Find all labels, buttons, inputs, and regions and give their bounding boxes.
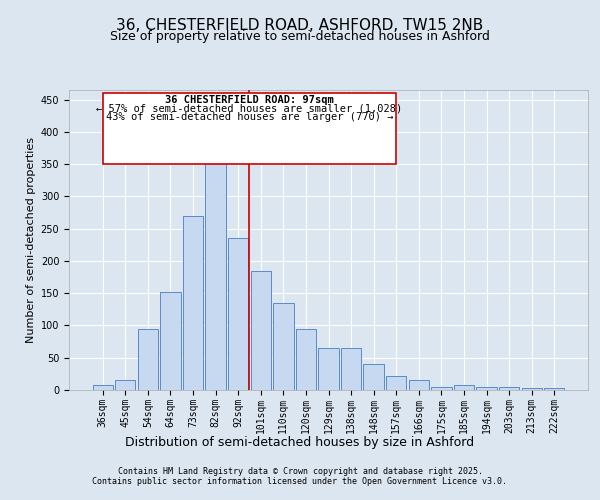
Text: Contains public sector information licensed under the Open Government Licence v3: Contains public sector information licen… — [92, 476, 508, 486]
Bar — [476, 387, 497, 390]
Bar — [273, 303, 293, 390]
Bar — [386, 376, 406, 390]
Bar — [544, 388, 565, 390]
Bar — [454, 386, 474, 390]
Bar — [251, 270, 271, 390]
Bar — [138, 328, 158, 390]
Bar — [431, 387, 452, 390]
Bar — [296, 328, 316, 390]
Bar — [499, 387, 519, 390]
Bar — [205, 152, 226, 390]
Bar — [521, 388, 542, 390]
Y-axis label: Number of semi-detached properties: Number of semi-detached properties — [26, 137, 37, 343]
Text: Contains HM Land Registry data © Crown copyright and database right 2025.: Contains HM Land Registry data © Crown c… — [118, 467, 482, 476]
Text: 36, CHESTERFIELD ROAD, ASHFORD, TW15 2NB: 36, CHESTERFIELD ROAD, ASHFORD, TW15 2NB — [116, 18, 484, 32]
Bar — [228, 238, 248, 390]
Bar — [319, 348, 338, 390]
Bar — [183, 216, 203, 390]
Text: Distribution of semi-detached houses by size in Ashford: Distribution of semi-detached houses by … — [125, 436, 475, 449]
Bar — [160, 292, 181, 390]
Text: ← 57% of semi-detached houses are smaller (1,028): ← 57% of semi-detached houses are smalle… — [97, 104, 403, 114]
Bar — [364, 364, 384, 390]
Bar — [115, 380, 136, 390]
Bar — [409, 380, 429, 390]
FancyBboxPatch shape — [103, 93, 396, 164]
Text: 43% of semi-detached houses are larger (770) →: 43% of semi-detached houses are larger (… — [106, 112, 394, 122]
Bar — [341, 348, 361, 390]
Text: Size of property relative to semi-detached houses in Ashford: Size of property relative to semi-detach… — [110, 30, 490, 43]
Text: 36 CHESTERFIELD ROAD: 97sqm: 36 CHESTERFIELD ROAD: 97sqm — [165, 96, 334, 106]
Bar — [92, 385, 113, 390]
